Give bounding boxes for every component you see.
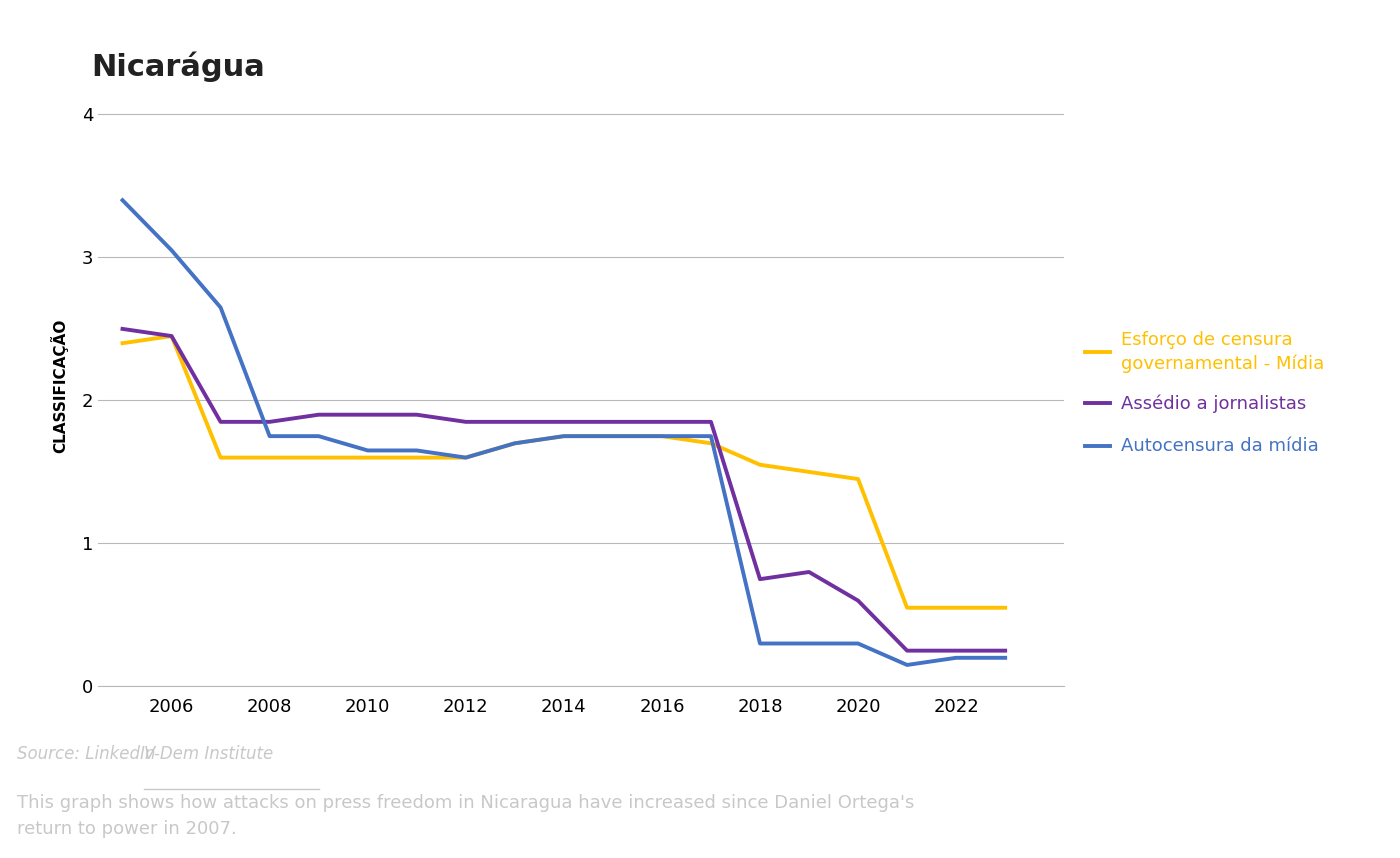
Text: Source: LinkedIn: Source: LinkedIn — [17, 745, 161, 763]
Text: V-Dem Institute: V-Dem Institute — [144, 745, 273, 763]
Y-axis label: CLASSIFICAÇÃO: CLASSIFICAÇÃO — [50, 319, 67, 453]
Text: Autocensura da mídia: Autocensura da mídia — [1121, 438, 1319, 455]
Text: Assédio a jornalistas: Assédio a jornalistas — [1121, 394, 1306, 413]
Text: Nicarágua: Nicarágua — [91, 51, 265, 82]
Text: This graph shows how attacks on press freedom in Nicaragua have increased since : This graph shows how attacks on press fr… — [17, 795, 914, 838]
Text: Esforço de censura
governamental - Mídia: Esforço de censura governamental - Mídia — [1121, 330, 1324, 373]
